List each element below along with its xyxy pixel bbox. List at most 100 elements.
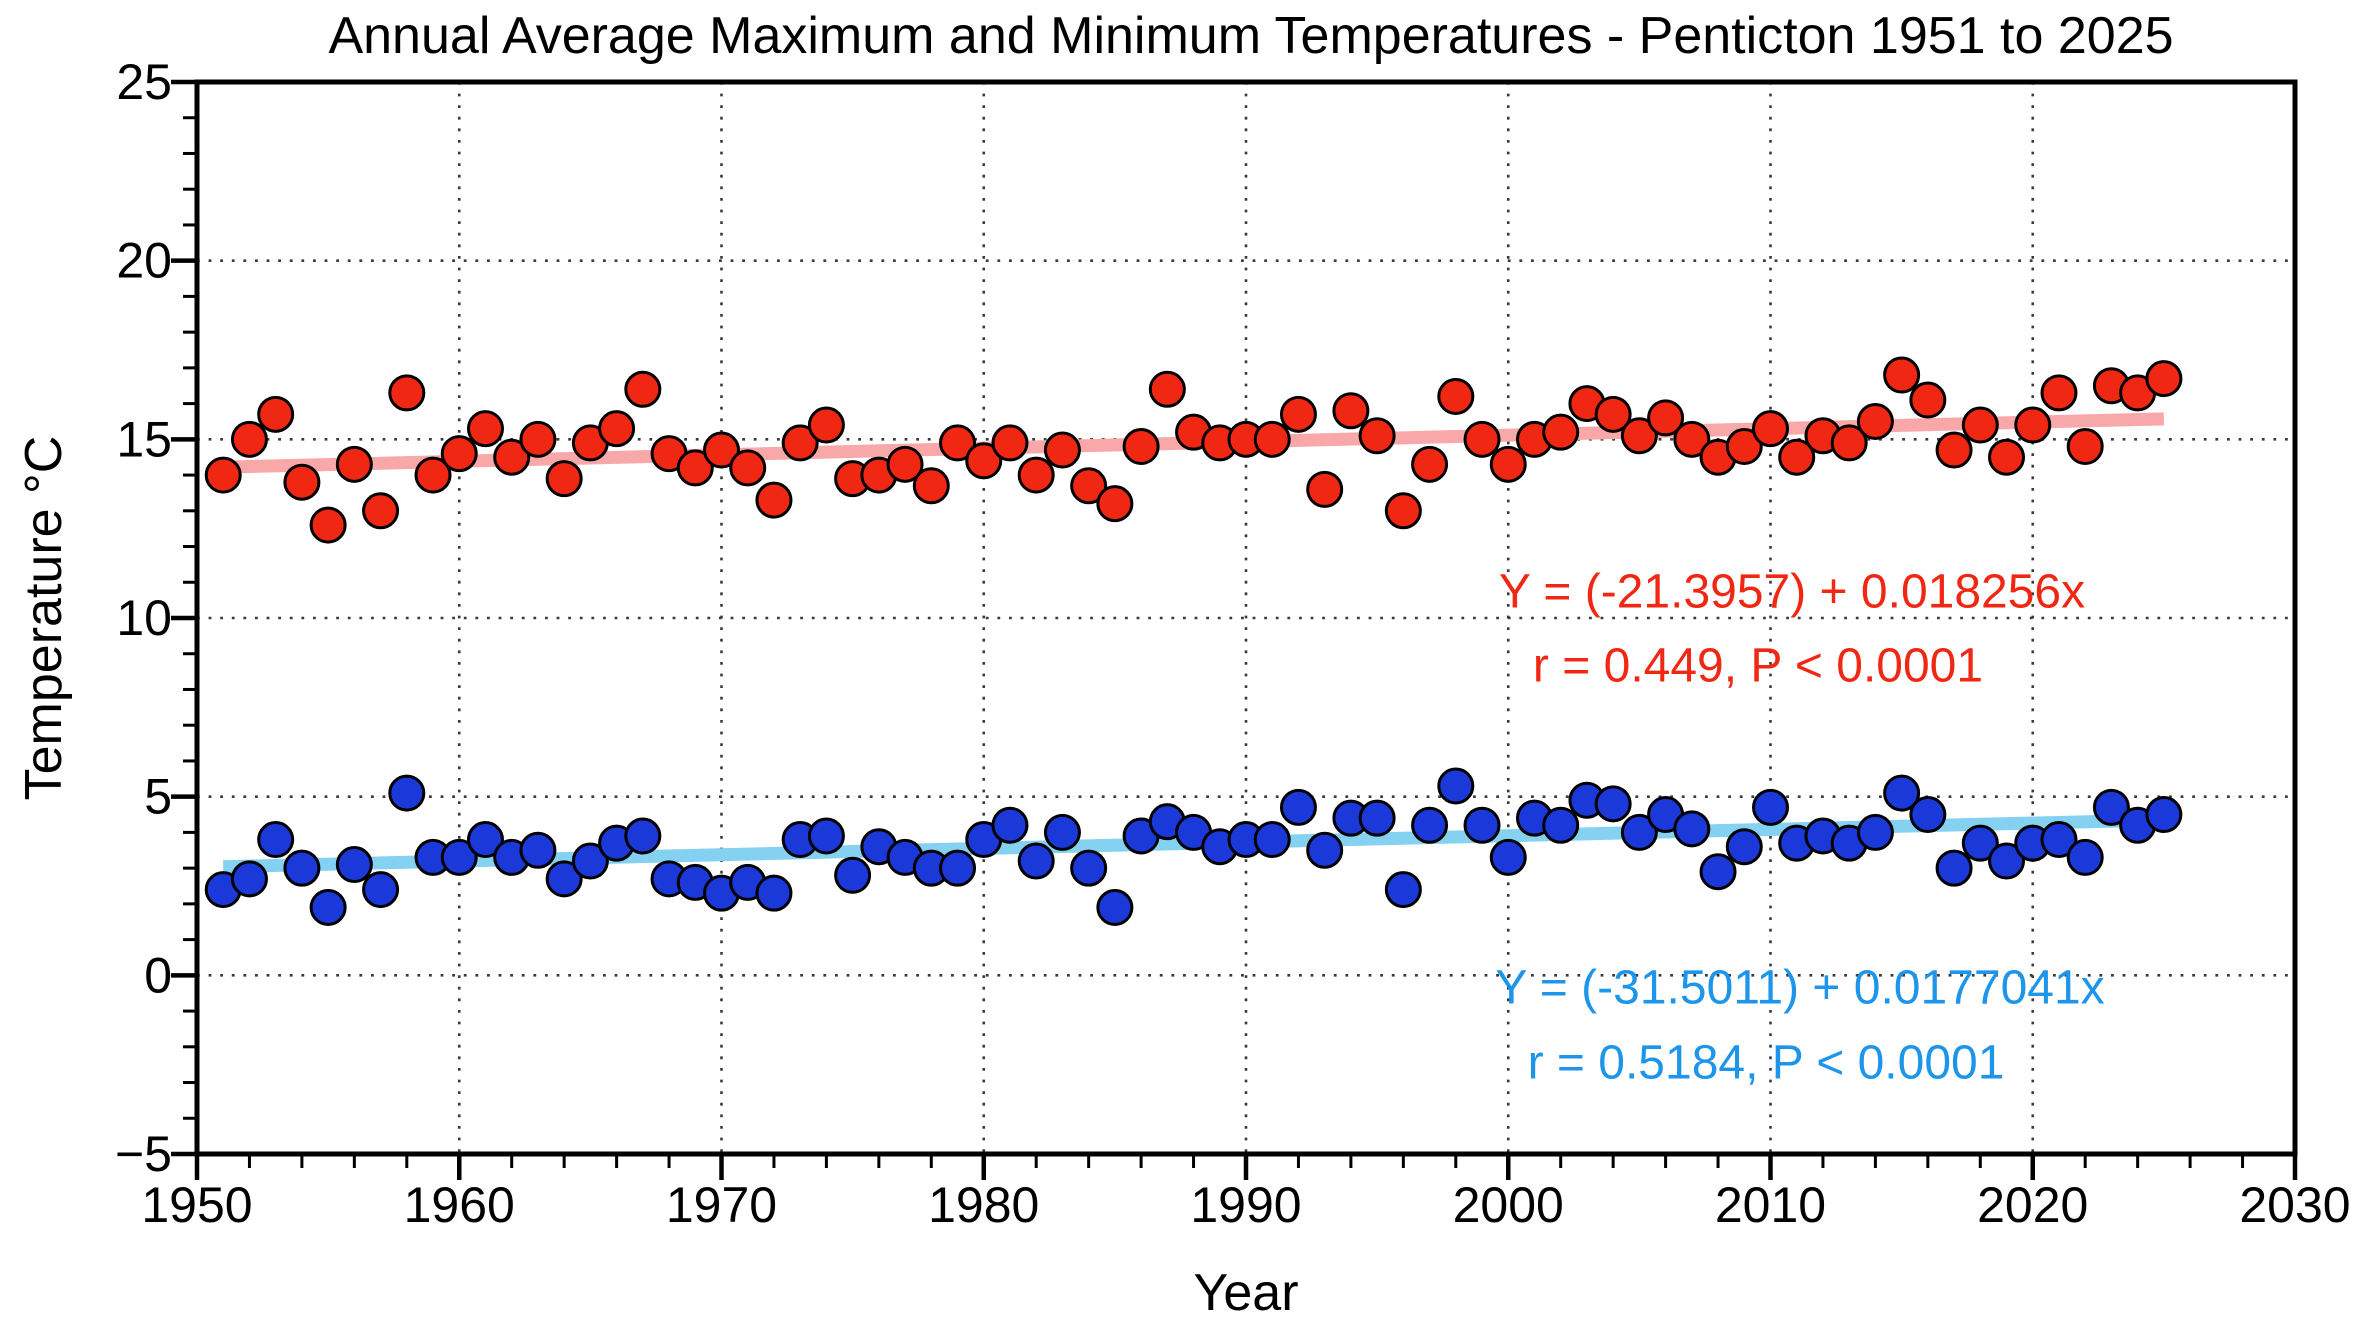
annual-average-maximum-point <box>2014 406 2052 444</box>
min-series-correlation-stats: r = 0.5184, P < 0.0001 <box>1527 1036 2005 1090</box>
annual-average-maximum-point <box>1043 431 1081 469</box>
annual-average-maximum-point <box>1332 392 1370 430</box>
annual-average-maximum-point <box>204 456 242 494</box>
annual-average-minimum-point <box>545 860 583 898</box>
annual-average-maximum-point <box>755 481 793 519</box>
annual-average-maximum-point <box>545 460 583 498</box>
x-axis-label: Year <box>1193 1264 1299 1322</box>
annual-average-minimum-point <box>1752 788 1789 826</box>
y-tick-label: 0 <box>144 947 172 1003</box>
annual-average-minimum-point <box>230 860 268 898</box>
annual-average-maximum-point <box>1437 377 1475 415</box>
y-tick-label: 5 <box>144 769 172 825</box>
annual-average-maximum-point <box>781 424 819 462</box>
annual-average-minimum-point <box>2066 838 2104 876</box>
annual-average-minimum-point <box>1594 785 1632 823</box>
max-series-correlation-stats: r = 0.449, P < 0.0001 <box>1532 639 1984 693</box>
annual-average-maximum-point <box>1647 399 1685 437</box>
annual-average-maximum-point <box>1463 420 1501 458</box>
annual-average-maximum-point <box>729 449 767 487</box>
annual-average-minimum-point <box>755 874 793 912</box>
max-series-regression-equation: Y = (-21.3957) + 0.018256x <box>1498 565 2086 619</box>
x-tick-label: 2020 <box>1977 1177 2088 1233</box>
x-tick-label: 2010 <box>1715 1177 1826 1233</box>
annual-average-minimum-point <box>1411 806 1449 844</box>
y-axis-label: Temperature °C <box>15 435 73 801</box>
annual-average-maximum-point <box>493 438 531 476</box>
annual-average-maximum-point <box>335 445 373 483</box>
annual-average-maximum-point <box>1830 424 1868 462</box>
annual-average-minimum-point <box>335 846 373 884</box>
annual-average-maximum-point <box>1017 456 1055 494</box>
annual-average-maximum-point <box>965 442 1003 480</box>
annual-average-maximum-point <box>1542 413 1580 451</box>
annual-average-minimum-point <box>1463 806 1501 844</box>
annual-average-minimum-point <box>1935 849 1973 887</box>
annual-average-maximum-point <box>991 424 1029 462</box>
annual-average-maximum-point <box>2145 360 2183 398</box>
annual-average-maximum-point <box>1778 438 1816 476</box>
annual-average-maximum-point <box>466 410 504 448</box>
x-tick-label: 1960 <box>404 1177 515 1233</box>
annual-average-maximum-point <box>598 410 636 448</box>
annual-average-maximum-point <box>283 463 321 501</box>
annual-average-maximum-point <box>1935 431 1973 469</box>
annual-average-maximum-point <box>807 406 845 444</box>
annual-average-maximum-point <box>1673 420 1711 458</box>
annual-average-minimum-point <box>624 817 662 855</box>
annual-average-minimum-point <box>1620 813 1658 851</box>
annual-average-maximum-point <box>2040 374 2078 412</box>
annual-average-minimum-point <box>466 821 504 859</box>
annual-average-minimum-point <box>571 842 609 880</box>
annual-average-maximum-point <box>1096 485 1134 523</box>
annual-average-minimum-point <box>257 821 295 859</box>
annual-average-maximum-point <box>309 506 347 544</box>
x-tick-label: 1990 <box>1190 1177 1301 1233</box>
annual-average-minimum-point <box>1909 796 1947 834</box>
annual-average-maximum-point <box>230 420 268 458</box>
annual-average-minimum-point <box>1961 824 1999 862</box>
annual-average-maximum-point <box>1909 381 1947 419</box>
annual-average-maximum-point <box>912 467 950 505</box>
annual-average-maximum-point <box>414 456 452 494</box>
annual-average-maximum-point <box>1148 370 1186 408</box>
annual-average-minimum-point <box>1017 842 1055 880</box>
annual-average-minimum-point <box>1279 788 1317 826</box>
annual-average-maximum-point <box>1279 395 1317 433</box>
annual-average-maximum-point <box>1358 417 1396 455</box>
annual-average-maximum-point <box>1883 356 1921 394</box>
x-tick-label: 1950 <box>141 1177 252 1233</box>
annual-average-maximum-point <box>1122 427 1160 465</box>
annual-average-maximum-point <box>1988 438 2026 476</box>
annual-average-minimum-point <box>1043 813 1081 851</box>
annual-average-maximum-point <box>257 395 295 433</box>
annual-average-maximum-point <box>676 449 714 487</box>
annual-average-maximum-point <box>1489 445 1527 483</box>
y-tick-label: −5 <box>115 1126 172 1182</box>
annual-average-maximum-point <box>1752 410 1789 448</box>
annual-average-minimum-point <box>1883 774 1921 812</box>
annual-average-maximum-point <box>1253 420 1291 458</box>
annual-average-minimum-point <box>1384 871 1422 909</box>
annual-average-minimum-point <box>519 831 557 869</box>
annual-average-maximum-point <box>1725 427 1763 465</box>
annual-average-maximum-point <box>939 424 977 462</box>
annual-average-minimum-point <box>1725 828 1763 866</box>
min-series-regression-equation: Y = (-31.5011) + 0.0177041x <box>1495 961 2105 1015</box>
annual-average-minimum-point <box>388 774 426 812</box>
x-tick-label: 1980 <box>928 1177 1039 1233</box>
annual-average-maximum-point <box>1620 417 1658 455</box>
annual-average-maximum-point <box>388 374 426 412</box>
annual-average-maximum-point <box>1856 402 1894 440</box>
annual-average-minimum-point <box>309 888 347 926</box>
annual-average-maximum-point <box>624 370 662 408</box>
annual-average-minimum-point <box>1988 842 2026 880</box>
annual-average-maximum-point <box>1384 492 1422 530</box>
annual-average-minimum-point <box>807 817 845 855</box>
annual-average-minimum-point <box>1437 767 1475 805</box>
annual-average-minimum-point <box>283 849 321 887</box>
y-tick-label: 10 <box>116 590 172 646</box>
annual-average-minimum-point <box>1856 813 1894 851</box>
annual-average-maximum-point <box>1411 445 1449 483</box>
